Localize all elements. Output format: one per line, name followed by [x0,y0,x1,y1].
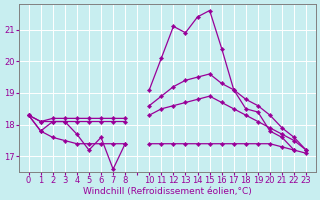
X-axis label: Windchill (Refroidissement éolien,°C): Windchill (Refroidissement éolien,°C) [83,187,252,196]
